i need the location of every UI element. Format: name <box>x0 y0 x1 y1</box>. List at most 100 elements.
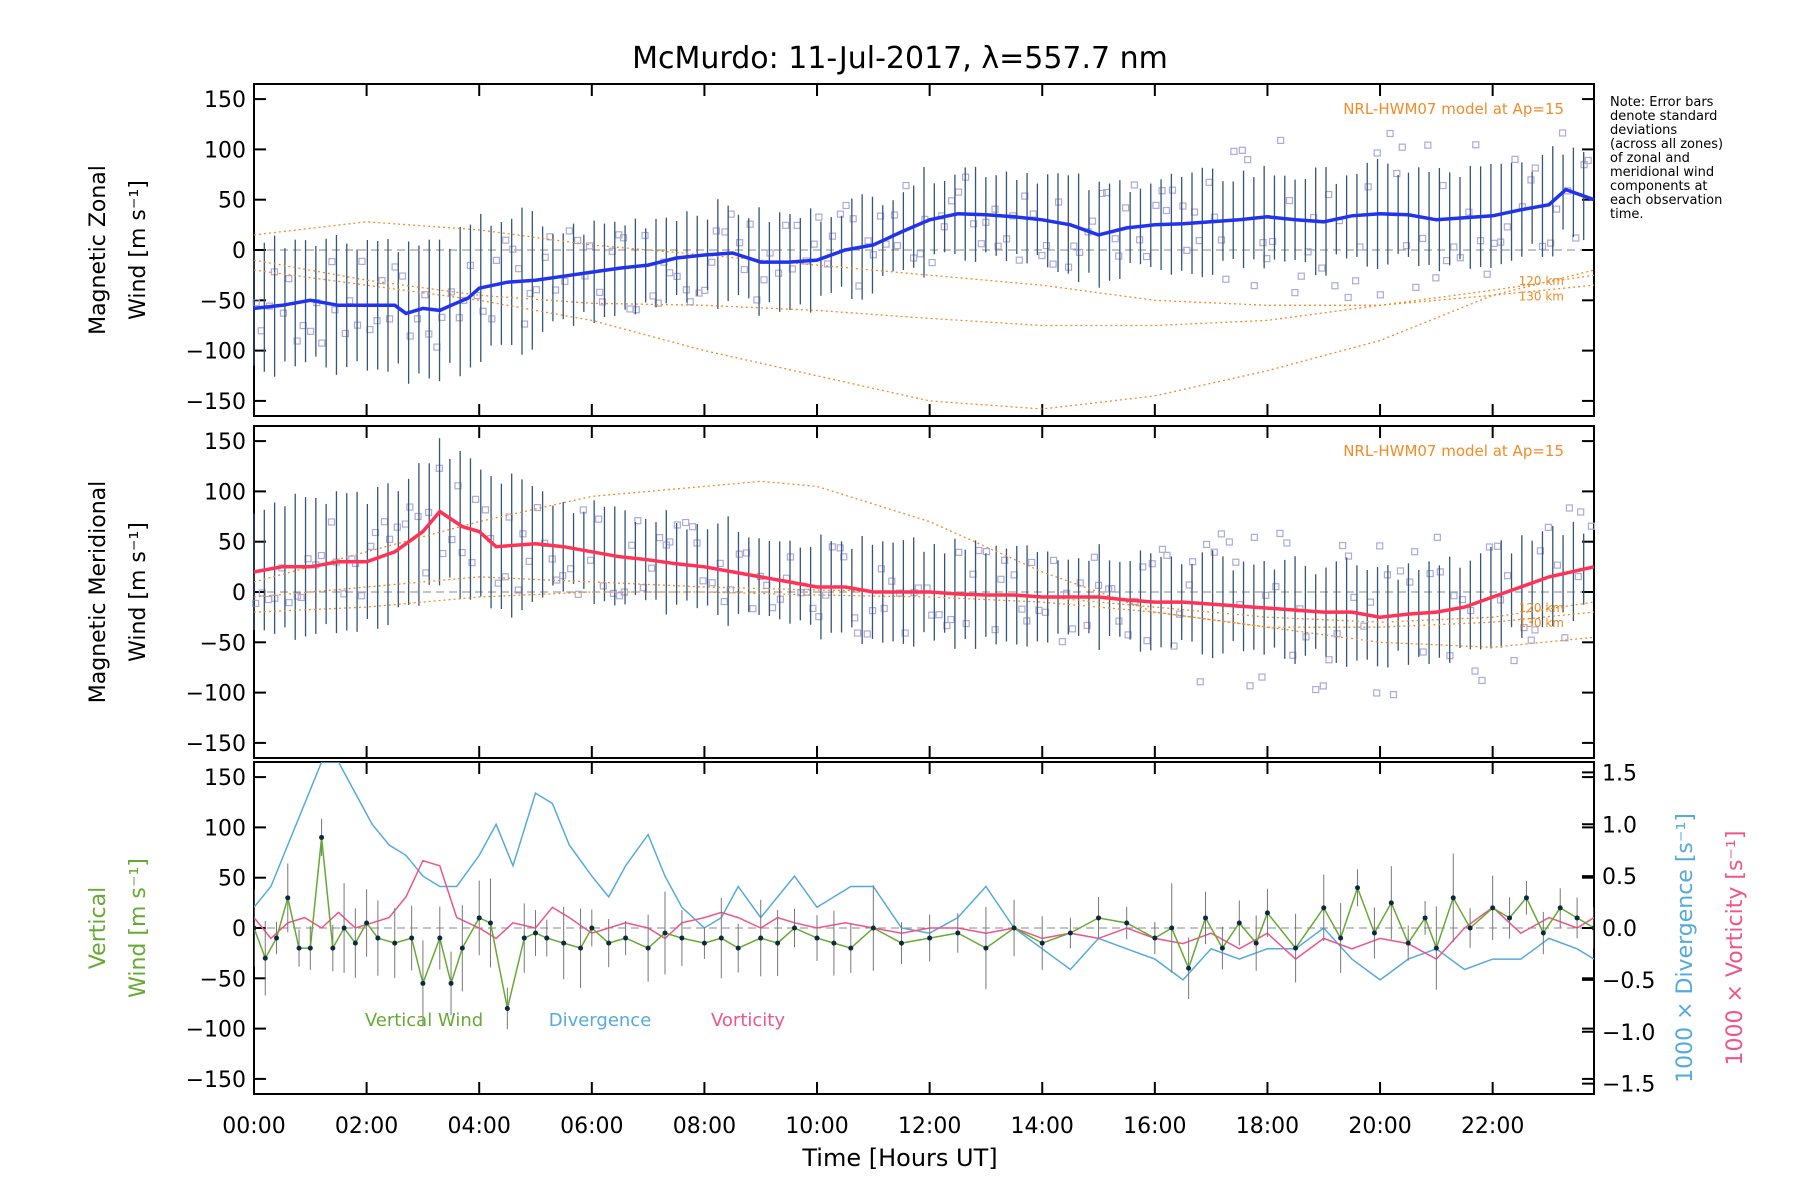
scatter-point <box>969 220 978 228</box>
scatter-point <box>1389 691 1398 699</box>
scatter-point <box>1318 264 1326 272</box>
scatter-point <box>853 629 862 637</box>
scatter-point <box>1210 548 1218 556</box>
scatter-point <box>398 272 407 280</box>
vertical-wind-point <box>1574 915 1580 921</box>
scatter-point <box>810 240 818 248</box>
scatter-point <box>258 589 266 597</box>
scatter-point <box>515 265 523 273</box>
vertical-wind-point <box>775 940 781 946</box>
scatter-point <box>1439 181 1447 190</box>
scatter-point <box>774 269 783 277</box>
scatter-point <box>479 307 487 315</box>
scatter-point <box>1136 236 1144 244</box>
scatter-point <box>1443 256 1451 265</box>
vertical-wind-point <box>662 930 668 936</box>
scatter-point <box>358 257 366 265</box>
scatter-point <box>947 615 955 624</box>
scatter-point <box>948 197 956 205</box>
vertical-wind-point <box>1253 940 1259 946</box>
model-curve-2 <box>253 269 1595 410</box>
vertical-wind-point <box>1321 905 1327 911</box>
scatter-point <box>346 297 354 305</box>
vertical-wind-point <box>814 935 820 941</box>
scatter-point <box>699 577 707 585</box>
scatter-point <box>413 315 422 323</box>
x-tick-label: 02:00 <box>335 1114 398 1139</box>
scatter-point <box>501 573 509 581</box>
y-tick-label: 0 <box>232 239 246 264</box>
scatter-point <box>1262 591 1270 599</box>
model-label: NRL-HWM07 model at Ap=15 <box>1343 100 1564 118</box>
y-tick-label: 150 <box>204 430 246 455</box>
scatter-point <box>916 250 924 258</box>
scatter-point <box>1115 252 1123 260</box>
scatter-point <box>815 213 823 221</box>
scatter-point <box>1366 598 1375 606</box>
scatter-point <box>1158 545 1167 553</box>
scatter-point <box>1029 210 1037 218</box>
vertical-wind-point <box>1371 930 1377 936</box>
divergence-axis-label: 1000 × Divergence [s⁻¹] <box>1673 813 1698 1083</box>
scatter-point <box>1115 617 1123 625</box>
scatter-point <box>828 543 836 551</box>
scatter-point <box>760 276 768 284</box>
scatter-point <box>1122 204 1130 212</box>
model-curve-3 <box>253 259 1595 327</box>
vertical-wind-point <box>1523 895 1529 901</box>
scatter-point <box>574 590 582 598</box>
scatter-point <box>317 551 325 560</box>
vertical-wind-point <box>1236 920 1242 926</box>
y-tick-label: −100 <box>186 682 246 707</box>
scatter-point <box>1225 538 1233 546</box>
scatter-point <box>1350 593 1358 601</box>
scatter-point <box>1158 187 1166 195</box>
scatter-point <box>1319 682 1327 690</box>
scatter-point <box>1276 529 1284 538</box>
y-axis-label-line2: Wind [m s⁻¹] <box>126 522 151 662</box>
scatter-point <box>1001 556 1009 564</box>
scatter-point <box>1050 556 1058 564</box>
scatter-point <box>893 242 902 250</box>
y-tick-label: 150 <box>204 766 246 791</box>
scatter-point <box>1553 561 1562 569</box>
right-axis: −1.5 −1.0 −0.5 0.0 0.5 1.0 1.5 <box>1582 761 1655 1098</box>
scatter-point <box>809 604 817 613</box>
vertical-wind-point <box>1405 940 1411 946</box>
legend: Vertical Wind Divergence Vorticity <box>365 1010 786 1031</box>
scatter-point <box>840 553 848 561</box>
scatter-point <box>598 298 607 306</box>
note-line: meridional wind <box>1610 165 1714 180</box>
vertical-wind-point <box>1039 940 1045 946</box>
scatter-point <box>626 305 634 313</box>
scatter-point <box>935 611 943 619</box>
vertical-wind-point <box>1388 900 1394 906</box>
panel-vertical: −150 −100 −50 0 50 100 150 Vertical Wind [m s⁻¹]… <box>86 761 1748 1098</box>
scatter-point <box>285 275 293 283</box>
scatter-point <box>1511 155 1519 163</box>
scatter-point <box>1272 583 1280 591</box>
zonal-wind-line <box>253 187 1595 316</box>
scatter-point <box>782 221 790 229</box>
scatter-point <box>842 201 850 210</box>
y-axis-label-line2: Wind [m s⁻¹] <box>126 180 151 320</box>
scatter-point <box>712 227 720 235</box>
scatter-point <box>509 245 517 253</box>
scatter-point <box>863 630 871 638</box>
y-axis-ticks: −150 −100 −50 0 50 100 150 <box>186 430 1594 757</box>
scatter-point <box>701 286 709 295</box>
scatter-point <box>943 621 951 630</box>
scatter-point <box>514 586 522 594</box>
scatter-point <box>928 259 936 267</box>
scatter-point <box>880 604 888 613</box>
scatter-point <box>753 296 761 304</box>
scatter-point <box>1450 592 1458 600</box>
scatter-point <box>561 277 569 285</box>
scatter-point <box>252 599 260 607</box>
vertical-wind-point <box>448 980 454 986</box>
y-tick-label: 0 <box>232 917 246 942</box>
scatter-point <box>1351 277 1360 285</box>
scatter-point <box>1148 560 1156 568</box>
scatter-point <box>1333 630 1341 638</box>
